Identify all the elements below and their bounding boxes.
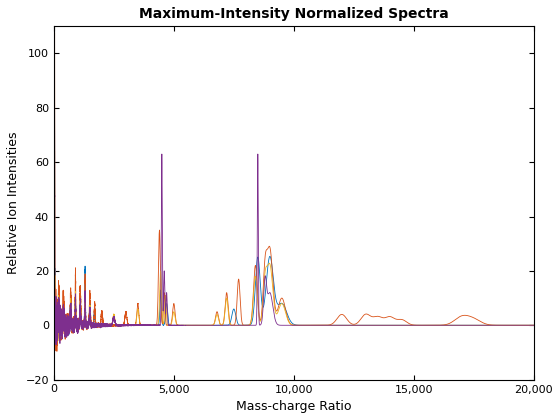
Y-axis label: Relative Ion Intensities: Relative Ion Intensities	[7, 132, 20, 274]
X-axis label: Mass-charge Ratio: Mass-charge Ratio	[236, 400, 352, 413]
Title: Maximum-Intensity Normalized Spectra: Maximum-Intensity Normalized Spectra	[139, 7, 449, 21]
